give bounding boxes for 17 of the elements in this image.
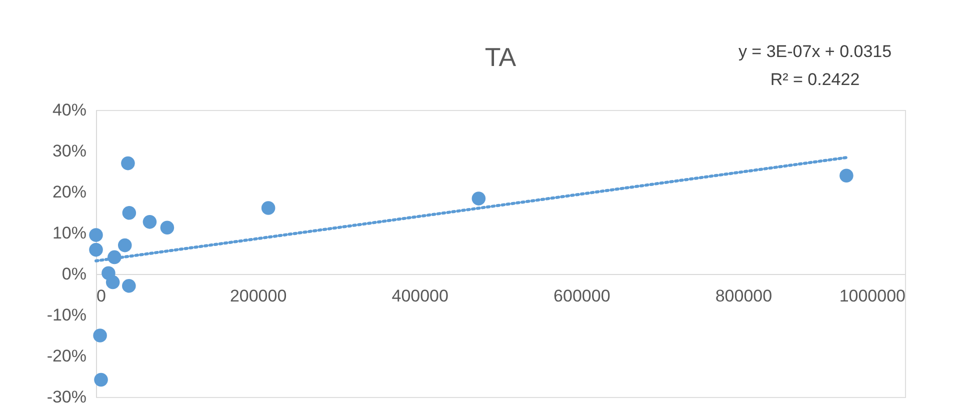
x-tick-label: 200000 (230, 286, 287, 306)
y-tick-label: 0% (62, 264, 86, 284)
x-tick-label: 400000 (392, 286, 448, 306)
chart-title: TA (484, 42, 517, 72)
x-tick-label: 1000000 (839, 286, 906, 306)
x-tick-label: 600000 (554, 286, 610, 306)
text: y = 3E-07x + 0.0315 (738, 42, 892, 61)
x-tick-label: 800000 (715, 286, 772, 306)
y-tick-label: -20% (46, 346, 86, 366)
y-tick-label: 40% (52, 100, 86, 120)
x-tick-label: 0 (96, 286, 106, 306)
y-tick-label: 20% (52, 182, 86, 202)
y-tick-label: 30% (52, 142, 86, 160)
y-tick-label: 10% (52, 224, 86, 242)
y-tick-label: -10% (46, 306, 86, 324)
text: R² = 0.2422 (770, 70, 860, 89)
y-tick-label: -30% (46, 388, 86, 406)
